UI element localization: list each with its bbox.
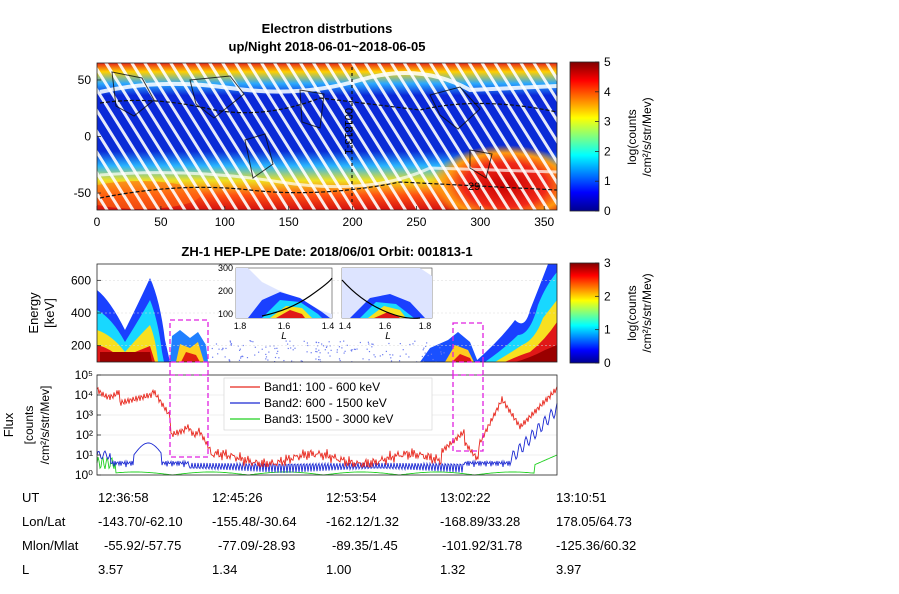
map-title: Electron distrbutions	[262, 21, 393, 36]
spectrogram-ylabel: Energy	[26, 292, 41, 334]
spectrogram-colorbar-label-1: log(counts	[625, 285, 639, 340]
mlonmlat-value: -55.92/-57.75	[104, 538, 182, 553]
saa-highlight-boxes	[169, 319, 484, 458]
ut-value: 13:10:51	[556, 490, 607, 505]
map-colorbar-label-2: /cm²/s/str/Mev)	[640, 97, 654, 176]
legend-band3: Band3: 1500 - 3000 keV	[264, 412, 393, 426]
flux-y-tick-label: 10⁴	[74, 388, 93, 402]
ut-value: 12:45:26	[212, 490, 263, 505]
map-x-tick-label: 300	[470, 215, 490, 229]
label-mlonmlat: Mlon/Mlat	[22, 538, 79, 553]
inset-x-tick-label: 1.8	[419, 321, 432, 331]
colorbar-tick-label: 3	[604, 256, 611, 270]
spectrogram-y-tick-label: 600	[71, 273, 91, 287]
map-x-tick-label: 150	[279, 215, 299, 229]
map-x-tick-label: 0	[94, 215, 101, 229]
l-value: 1.00	[326, 562, 352, 577]
ut-value: 13:02:22	[440, 490, 491, 505]
inset-xlabel: L	[281, 331, 287, 342]
flux-ylabel: Flux	[1, 412, 16, 437]
spectrogram-y-tick-label: 400	[71, 306, 91, 320]
inset-x-tick-label: 1.6	[379, 321, 392, 331]
lonlat-value: -168.89/33.28	[440, 514, 521, 529]
flux-y-tick-label: 10⁵	[75, 368, 93, 382]
inset-x-tick-label: 1.4	[322, 321, 335, 331]
spectrogram-ylabel-unit: [keV]	[42, 298, 57, 328]
flux-y-tick-label: 10³	[76, 408, 93, 422]
map-colorbar: 0 1 2 3 4 5 log(counts /cm²/s/str/Mev)	[569, 55, 654, 218]
flux-ylabel-unit-2: /cm²/s/str/Mev]	[38, 386, 52, 465]
legend-band1: Band1: 100 - 600 keV	[264, 380, 380, 394]
lonlat-value: -162.12/1.32	[326, 514, 400, 529]
flux-y-tick-label: 10¹	[76, 448, 93, 462]
map-colorbar-label-1: log(counts	[625, 109, 639, 164]
colorbar-tick-label: 1	[604, 174, 611, 188]
inset-x-tick-label: 1.4	[339, 321, 352, 331]
ut-value: 12:36:58	[98, 490, 149, 505]
map-subtitle: up/Night 2018-06-01~2018-06-05	[229, 39, 426, 54]
map-y-ticks: 50 0 -50	[74, 73, 101, 200]
colorbar-tick-label: 1	[604, 323, 611, 337]
inset-x-tick-label: 1.8	[234, 321, 247, 331]
label-ut: UT	[22, 490, 40, 505]
mlonmlat-value: -89.35/1.45	[332, 538, 398, 553]
mlonmlat-value: -77.09/-28.93	[218, 538, 296, 553]
label-lonlat: Lon/Lat	[22, 514, 66, 529]
lonlat-value: -155.48/-30.64	[212, 514, 297, 529]
map-x-ticks: 0 50 100 150 200 250 300 350	[94, 206, 555, 229]
inset-y-tick-label: 200	[218, 286, 233, 296]
map-y-tick-label: 0	[84, 130, 91, 144]
map-heatmap: 001813-1 29	[97, 63, 557, 210]
inset-y-tick-label: 300	[218, 263, 233, 273]
contour-label: 29	[468, 181, 480, 193]
flux-y-ticks: 10⁰ 10¹ 10² 10³ 10⁴ 10⁵	[74, 368, 101, 482]
colorbar-tick-label: 0	[604, 204, 611, 218]
spectrogram-panel: ZH-1 HEP-LPE Date: 2018/06/01 Orbit: 001…	[26, 244, 558, 363]
l-value: 3.57	[98, 562, 124, 577]
l-value: 1.34	[212, 562, 238, 577]
map-y-tick-label: 50	[78, 73, 92, 87]
colorbar-tick-label: 3	[604, 115, 611, 129]
inset-y-tick-label: 100	[218, 309, 233, 319]
map-x-tick-label: 250	[406, 215, 426, 229]
inset-xlabel: L	[385, 331, 391, 342]
colorbar-tick-label: 2	[604, 144, 611, 158]
map-x-tick-label: 200	[343, 215, 363, 229]
l-value: 3.97	[556, 562, 582, 577]
spectrogram-title: ZH-1 HEP-LPE Date: 2018/06/01 Orbit: 001…	[181, 244, 472, 259]
spectrogram-colorbar: 0 1 2 3 log(counts /cm²/s/str/Mev)	[569, 256, 654, 370]
colorbar-tick-label: 5	[604, 55, 611, 69]
mlonmlat-value: -125.36/60.32	[556, 538, 637, 553]
l-value: 1.32	[440, 562, 466, 577]
lonlat-value: 178.05/64.73	[556, 514, 632, 529]
label-l: L	[22, 562, 30, 577]
band2-series-line	[96, 403, 558, 474]
lonlat-value: -143.70/-62.10	[98, 514, 183, 529]
mlonmlat-value: -101.92/31.78	[442, 538, 523, 553]
flux-ylabel-unit-1: [counts	[22, 406, 36, 445]
colorbar-tick-label: 4	[604, 85, 611, 99]
map-x-tick-label: 50	[154, 215, 168, 229]
orbit-label: 001813-1	[342, 108, 354, 155]
map-y-tick-label: -50	[74, 186, 92, 200]
colorbar-tick-label: 0	[604, 356, 611, 370]
band1-series-line	[96, 386, 558, 469]
flux-panel: 10⁰ 10¹ 10² 10³ 10⁴ 10⁵ Flux [counts /cm²/s/s…	[1, 368, 558, 482]
flux-y-tick-label: 10⁰	[75, 468, 93, 482]
colorbar-tick-label: 2	[604, 289, 611, 303]
flux-legend: Band1: 100 - 600 keV Band2: 600 - 1500 k…	[223, 377, 433, 431]
map-panel: Electron distrbutions up/Night 2018-06-0…	[74, 21, 558, 229]
spectrogram-y-tick-label: 200	[71, 339, 91, 353]
inset-right: 1.4 1.6 1.8 L	[339, 267, 433, 342]
spectrogram-colorbar-label-2: /cm²/s/str/Mev)	[640, 273, 654, 352]
legend-band2: Band2: 600 - 1500 keV	[264, 396, 387, 410]
flux-y-tick-label: 10²	[76, 428, 93, 442]
ut-value: 12:53:54	[326, 490, 377, 505]
map-x-tick-label: 100	[215, 215, 235, 229]
inset-x-tick-label: 1.6	[278, 321, 291, 331]
map-x-tick-label: 350	[534, 215, 554, 229]
